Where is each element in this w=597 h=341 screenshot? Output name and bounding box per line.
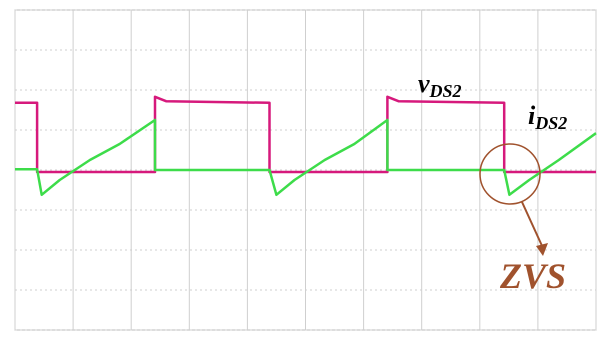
label-sub: DS2 [534,113,567,133]
chart: vDS2 iDS2 ZVS [0,0,597,341]
label-sub: DS2 [429,81,462,101]
label-main: v [418,69,430,98]
zvs-label: ZVS [499,256,566,296]
